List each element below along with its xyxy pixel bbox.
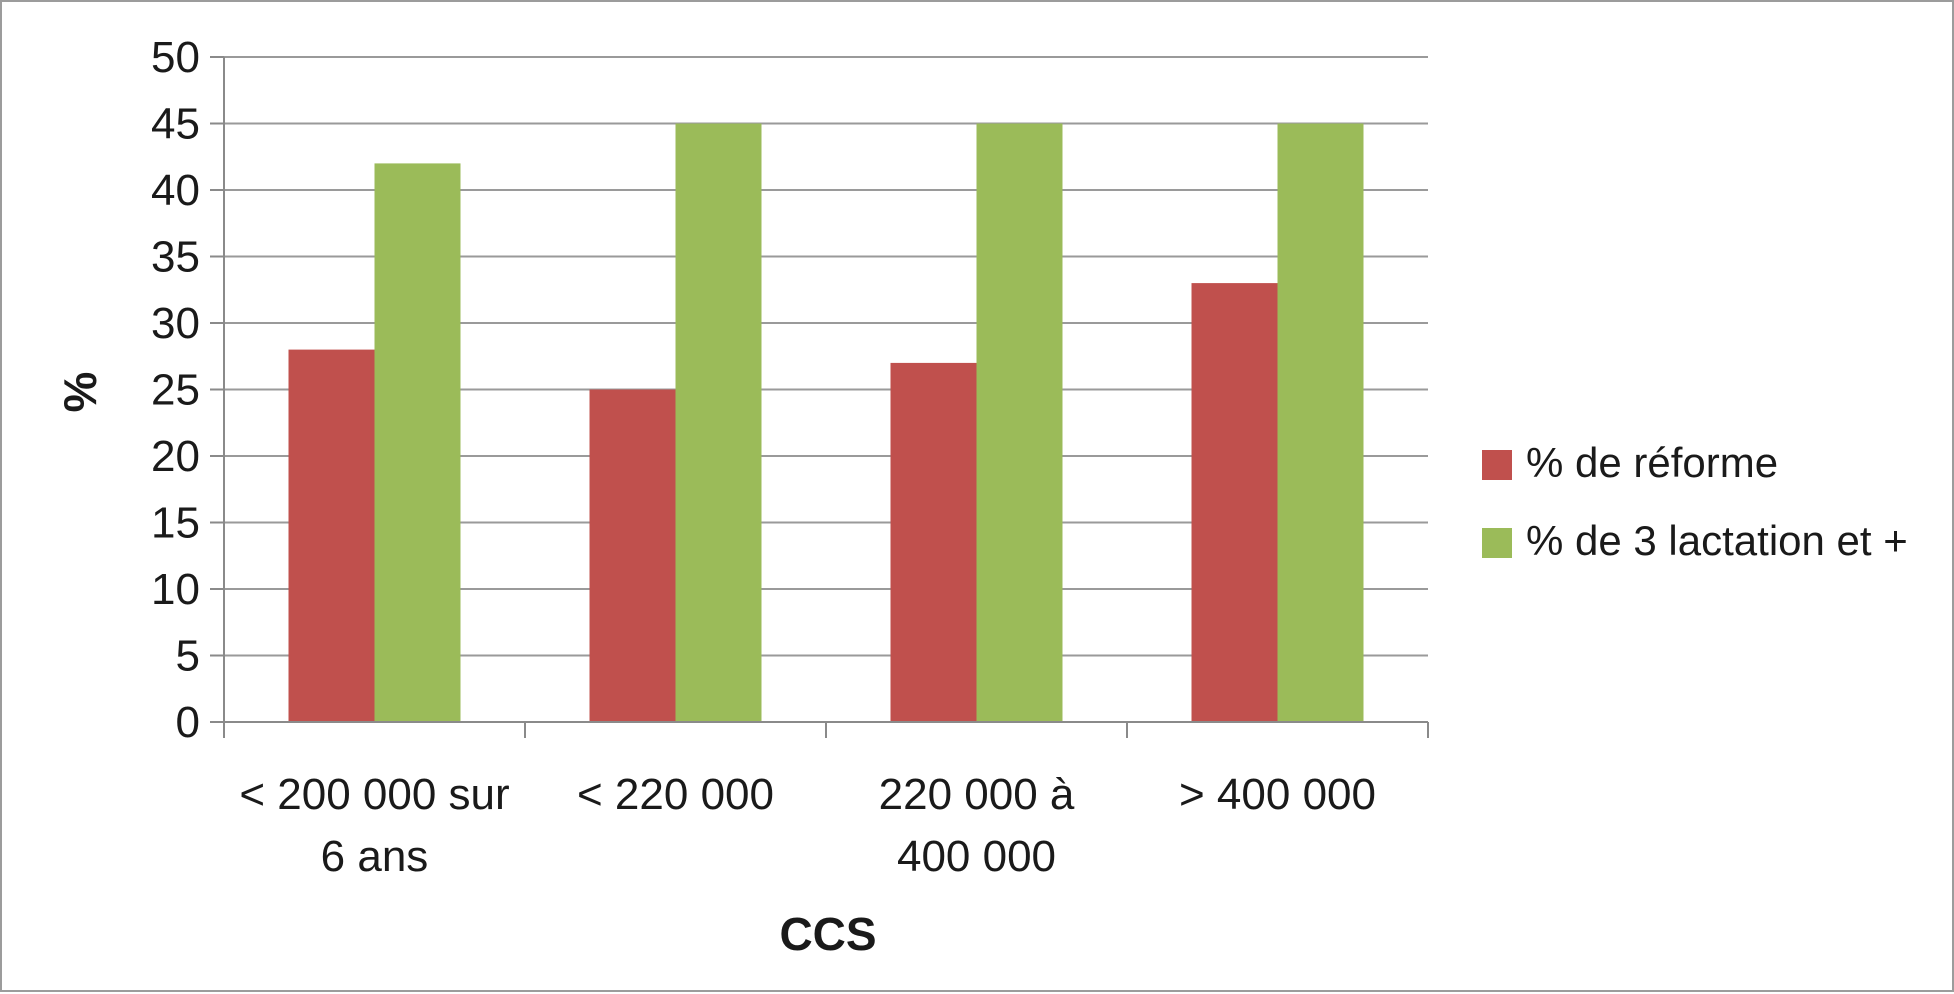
legend: % de réforme % de 3 lactation et +: [1482, 439, 1908, 564]
y-tick-labels: 0 5 10 15 20 25 30 35 40 45 50: [151, 33, 200, 747]
y-tick-label: 30: [151, 299, 200, 348]
bar-series-1-cat-3: [890, 362, 977, 722]
bar-series-2-cat-4: [1277, 123, 1364, 722]
y-tick-label: 20: [151, 432, 200, 481]
y-tick-label: 5: [176, 632, 200, 681]
bar-series-1-cat-2: [589, 389, 676, 722]
y-tick-label: 45: [151, 100, 200, 149]
legend-swatch-2: [1482, 528, 1512, 558]
bar-series-2-cat-3: [976, 123, 1063, 722]
y-tick-label: 40: [151, 166, 200, 215]
y-tick-label: 50: [151, 33, 200, 82]
x-axis-title: CCS: [779, 908, 876, 960]
bar-series-1-cat-1: [288, 349, 375, 722]
legend-label-1: % de réforme: [1526, 439, 1778, 486]
y-tick-label: 15: [151, 499, 200, 548]
x-tick-label: 220 000 à 400 000: [879, 770, 1075, 881]
x-tick-label: < 200 000 sur 6 ans: [239, 770, 509, 881]
y-tick-label: 25: [151, 366, 200, 415]
bar-series-2-cat-1: [374, 163, 461, 722]
bar-series-2-cat-2: [675, 123, 762, 722]
x-tick-labels: < 200 000 sur 6 ans < 220 000 220 000 à 400 …: [239, 770, 1376, 881]
y-tick-label: 35: [151, 233, 200, 282]
y-axis-title: %: [54, 372, 106, 413]
legend-swatch-1: [1482, 450, 1512, 480]
y-tick-label: 10: [151, 565, 200, 614]
legend-label-2: % de 3 lactation et +: [1526, 517, 1908, 564]
x-tick-label: > 400 000: [1179, 770, 1376, 819]
bars: [288, 123, 1364, 722]
axes: [210, 56, 1429, 738]
x-tick-label: < 220 000: [577, 770, 774, 819]
y-tick-label: 0: [176, 698, 200, 747]
bar-series-1-cat-4: [1191, 283, 1278, 722]
